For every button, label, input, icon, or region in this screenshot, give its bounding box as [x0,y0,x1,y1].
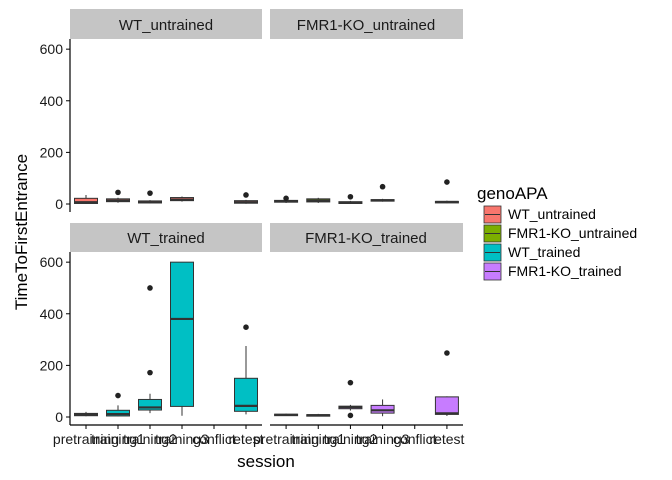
box-training2 [138,398,162,411]
panel-title-wt-untrained: WT_untrained [119,17,213,34]
outlier-point [147,190,153,196]
box-training3 [170,261,194,407]
outlier-point [147,285,153,291]
legend-title: genoAPA [477,184,548,203]
y-tick-label: 0 [55,409,63,425]
outlier-point [347,379,354,386]
box-retest [234,377,258,412]
x-tick-label: training2 [324,431,378,447]
box-pretraining [74,197,98,204]
chart-marks: 02004006000200400600pretrainingtraining1… [40,41,465,447]
panel-title-fmr1-ko-untrained: FMR1-KO_untrained [297,17,435,34]
panel-title-fmr1-ko-trained: FMR1-KO_trained [305,230,427,247]
box-retest [434,396,459,415]
outlier-point [379,183,386,190]
outlier-point [347,412,354,419]
outlier-point [283,195,289,202]
x-tick-label: pretraining [253,431,319,447]
outlier-point [444,350,450,356]
legend-item-fmr1-ko-untrained: FMR1-KO_untrained [483,224,637,243]
outlier-point [243,324,249,330]
x-tick-label: training1 [291,431,345,447]
y-tick-label: 600 [40,254,64,270]
legend-label-wt-untrained: WT_untrained [508,206,596,222]
y-tick-label: 600 [40,41,64,57]
outlier-point [147,369,153,376]
y-tick-label: 400 [40,306,64,322]
outlier-point [115,189,121,196]
legend-item-wt-untrained: WT_untrained [483,205,596,224]
x-tick-label: pretraining [53,431,119,447]
x-tick-label: conflict [393,431,437,447]
legend-label-fmr1-ko-trained: FMR1-KO_trained [508,263,622,279]
strip-header-fmr1-ko-trained [270,223,463,252]
outlier-point [243,192,249,198]
strip-header-wt-untrained [70,9,262,39]
x-tick-label: training3 [155,431,209,447]
legend-label-fmr1-ko-untrained: FMR1-KO_untrained [508,225,637,241]
outlier-point [347,193,354,200]
x-tick-label: training1 [91,431,145,447]
y-tick-label: 200 [40,144,64,160]
y-tick-label: 0 [55,196,63,212]
outlier-point [115,392,121,399]
outlier-point [444,179,450,185]
y-axis-title: TimeToFirstEntrance [12,154,31,310]
strip-header-wt-trained [70,223,262,252]
y-tick-label: 400 [40,93,64,109]
x-tick-label: conflict [192,431,236,447]
x-tick-label: training2 [123,431,177,447]
y-tick-label: 200 [40,357,64,373]
x-tick-label: retest [228,431,263,447]
legend-item-fmr1-ko-trained: FMR1-KO_trained [483,262,622,281]
panel-title-wt-trained: WT_trained [127,230,205,247]
legend-item-wt-trained: WT_trained [483,243,580,262]
x-tick-label: retest [429,431,464,447]
strip-header-fmr1-ko-untrained [270,9,463,39]
x-tick-label: training3 [356,431,410,447]
x-axis-title: session [237,452,295,471]
legend-label-wt-trained: WT_trained [508,244,580,260]
